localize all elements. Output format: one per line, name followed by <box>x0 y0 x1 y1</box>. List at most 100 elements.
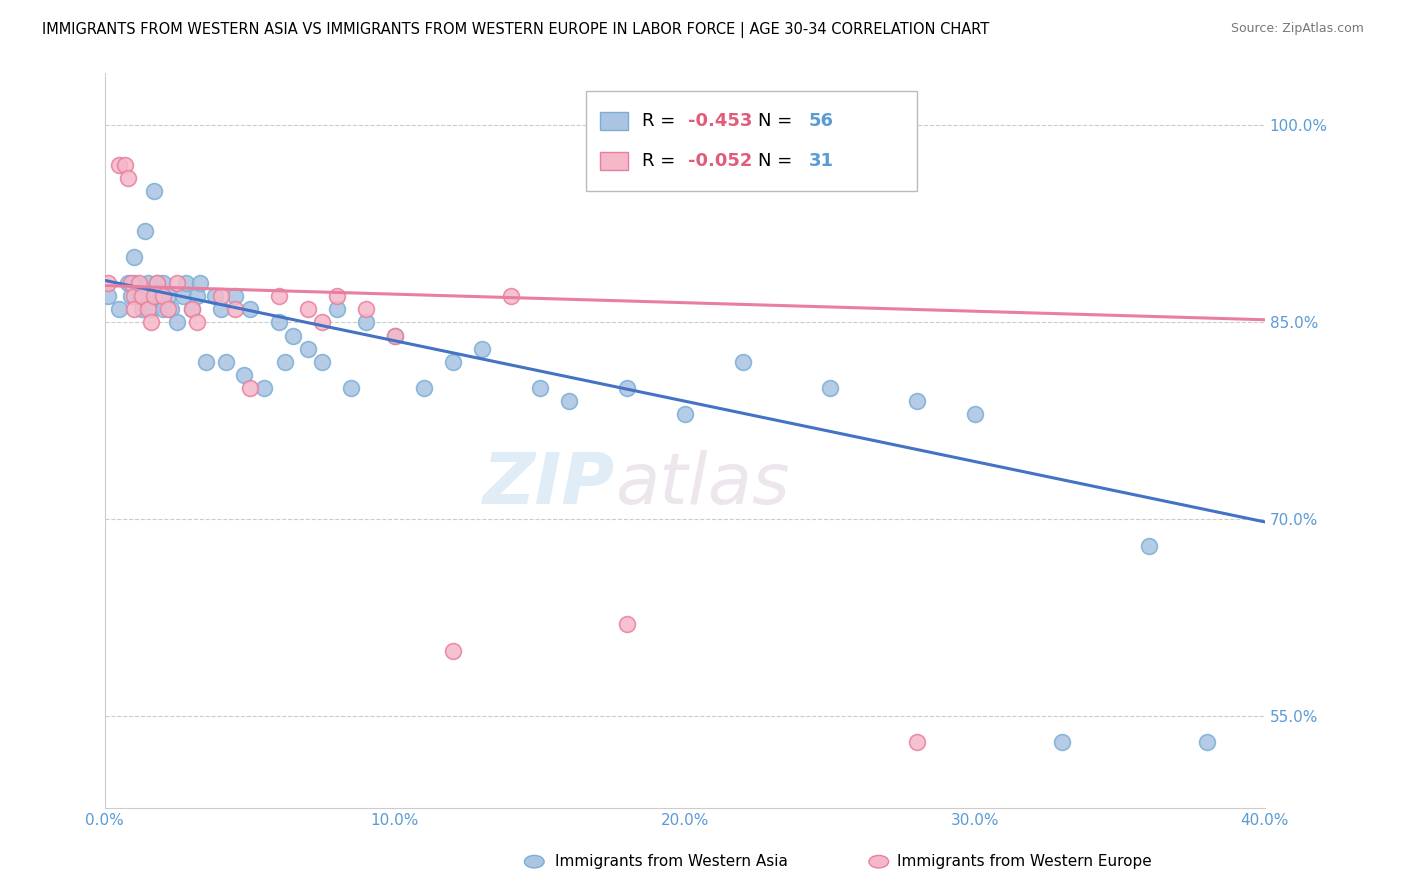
Point <box>267 289 290 303</box>
Point <box>731 355 754 369</box>
Point <box>128 276 150 290</box>
Point <box>186 315 208 329</box>
Point <box>232 368 254 382</box>
Point <box>818 381 841 395</box>
Point <box>146 276 169 290</box>
Text: -0.052: -0.052 <box>689 153 752 170</box>
Point <box>195 355 218 369</box>
Point <box>131 289 153 303</box>
Point <box>441 355 464 369</box>
Point <box>157 302 180 317</box>
Point <box>1050 735 1073 749</box>
Text: Immigrants from Western Europe: Immigrants from Western Europe <box>897 855 1152 869</box>
Point <box>311 315 333 329</box>
Text: Source: ZipAtlas.com: Source: ZipAtlas.com <box>1230 22 1364 36</box>
Point <box>120 289 142 303</box>
Point <box>136 302 159 317</box>
Point <box>239 302 262 317</box>
Point <box>616 381 638 395</box>
Point <box>149 289 172 303</box>
Point <box>963 407 986 421</box>
Point <box>340 381 363 395</box>
Point <box>267 315 290 329</box>
Point <box>224 302 246 317</box>
Point <box>139 315 162 329</box>
Point <box>131 302 153 317</box>
Point <box>97 289 120 303</box>
Text: R =: R = <box>643 112 681 129</box>
Point <box>166 315 188 329</box>
Point <box>108 158 131 172</box>
Point <box>180 302 202 317</box>
Point <box>384 328 406 343</box>
Point <box>1195 735 1218 749</box>
Point <box>311 355 333 369</box>
Point <box>325 289 347 303</box>
Point <box>215 355 238 369</box>
Point <box>128 289 150 303</box>
Point <box>122 250 145 264</box>
FancyBboxPatch shape <box>600 153 628 170</box>
Text: ZIP: ZIP <box>482 450 616 519</box>
Text: 31: 31 <box>808 153 834 170</box>
Point <box>441 643 464 657</box>
Point <box>143 184 166 198</box>
Point <box>114 158 136 172</box>
Point <box>673 407 696 421</box>
Point <box>166 276 188 290</box>
Text: Immigrants from Western Asia: Immigrants from Western Asia <box>555 855 789 869</box>
Point <box>117 171 139 186</box>
Point <box>136 289 159 303</box>
Point <box>186 289 208 303</box>
Point <box>152 276 174 290</box>
Point <box>273 355 295 369</box>
Text: IMMIGRANTS FROM WESTERN ASIA VS IMMIGRANTS FROM WESTERN EUROPE IN LABOR FORCE | : IMMIGRANTS FROM WESTERN ASIA VS IMMIGRAN… <box>42 22 990 38</box>
Point <box>905 735 928 749</box>
Point <box>471 342 494 356</box>
Point <box>97 276 120 290</box>
Point <box>122 276 145 290</box>
Point <box>529 381 551 395</box>
Point <box>122 302 145 317</box>
Point <box>180 302 202 317</box>
Point <box>499 289 522 303</box>
Text: -0.453: -0.453 <box>689 112 752 129</box>
Point <box>616 617 638 632</box>
Point <box>412 381 434 395</box>
Point <box>143 289 166 303</box>
Point <box>209 302 232 317</box>
Point <box>325 302 347 317</box>
Point <box>146 276 169 290</box>
Point <box>204 289 226 303</box>
Point <box>297 302 319 317</box>
Point <box>354 315 377 329</box>
Point <box>354 302 377 317</box>
Point <box>172 289 194 303</box>
Text: N =: N = <box>758 112 797 129</box>
Point <box>1137 539 1160 553</box>
Point <box>152 302 174 317</box>
Point <box>157 289 180 303</box>
Point <box>253 381 276 395</box>
FancyBboxPatch shape <box>586 91 917 191</box>
Point <box>283 328 305 343</box>
Point <box>134 223 156 237</box>
Point <box>905 394 928 409</box>
Text: R =: R = <box>643 153 681 170</box>
Point <box>174 276 197 290</box>
Point <box>160 302 183 317</box>
Point <box>120 276 142 290</box>
Text: N =: N = <box>758 153 797 170</box>
Point <box>239 381 262 395</box>
Point <box>558 394 581 409</box>
Point <box>224 289 246 303</box>
Point <box>136 276 159 290</box>
FancyBboxPatch shape <box>600 112 628 129</box>
Point <box>152 289 174 303</box>
Point <box>297 342 319 356</box>
Text: 56: 56 <box>808 112 834 129</box>
Point <box>122 289 145 303</box>
Point <box>190 276 212 290</box>
Text: atlas: atlas <box>616 450 790 519</box>
Point <box>139 302 162 317</box>
